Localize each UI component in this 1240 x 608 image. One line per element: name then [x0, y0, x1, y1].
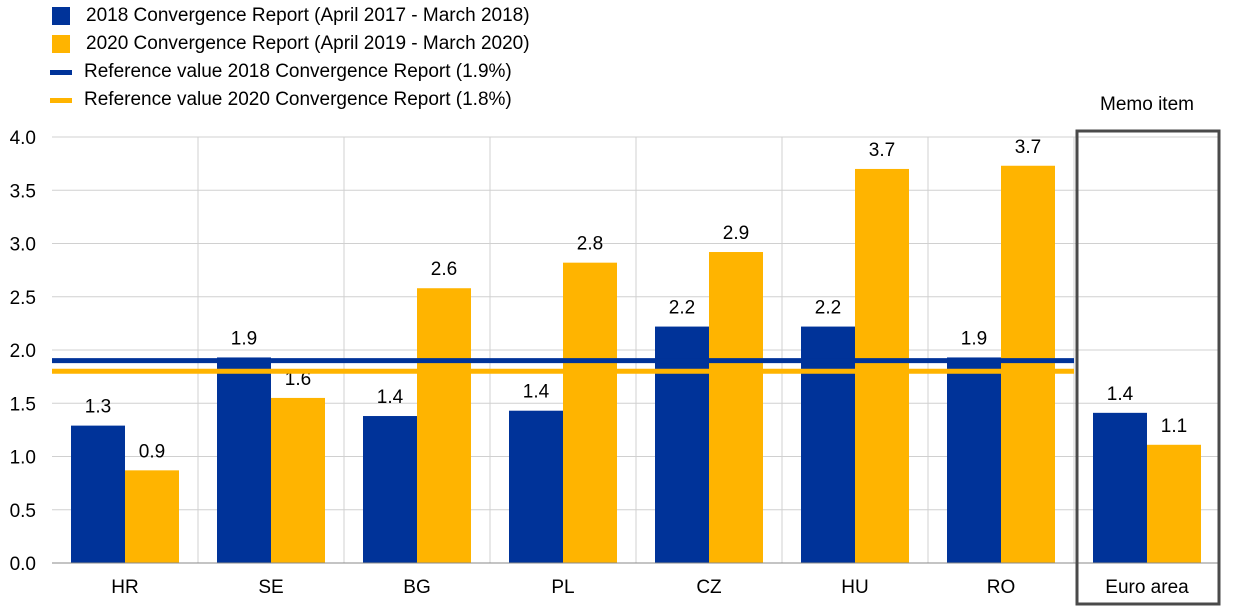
data-label: 1.4	[1107, 384, 1134, 405]
x-tick-label: SE	[258, 577, 283, 598]
legend-label: Reference value 2020 Convergence Report …	[84, 89, 512, 110]
data-label: 1.6	[285, 369, 311, 390]
data-label: 0.9	[139, 441, 165, 462]
x-tick-label: CZ	[696, 577, 722, 598]
bar	[271, 397, 325, 563]
data-label: 1.9	[961, 328, 987, 349]
bar	[1001, 165, 1055, 563]
data-label: 1.1	[1161, 416, 1187, 437]
x-tick-label: HR	[111, 577, 138, 598]
data-label: 2.8	[577, 234, 603, 255]
x-tick-label: Euro area	[1105, 577, 1189, 598]
bar	[417, 288, 471, 563]
data-label: 3.7	[1015, 137, 1041, 158]
data-label: 2.2	[815, 298, 841, 319]
legend-item: 2020 Convergence Report (April 2019 - Ma…	[52, 30, 530, 58]
bar	[655, 326, 709, 563]
bar	[947, 357, 1001, 563]
legend-item: 2018 Convergence Report (April 2017 - Ma…	[52, 2, 530, 30]
bar	[709, 252, 763, 563]
y-tick-label: 3.5	[10, 181, 36, 202]
legend-item: Reference value 2018 Convergence Report …	[50, 58, 530, 86]
data-label: 1.3	[85, 397, 111, 418]
y-tick-label: 1.0	[10, 448, 36, 469]
data-label: 2.9	[723, 223, 749, 244]
bar	[363, 416, 417, 563]
memo-box	[1075, 129, 1221, 606]
legend-label: Reference value 2018 Convergence Report …	[84, 61, 512, 82]
y-tick-label: 1.5	[10, 394, 36, 415]
bar	[217, 357, 271, 563]
y-tick-label: 2.0	[10, 341, 36, 362]
legend-line-swatch	[50, 69, 72, 75]
bar	[563, 262, 617, 563]
data-label: 3.7	[869, 140, 895, 161]
y-tick-label: 2.5	[10, 288, 36, 309]
y-tick-label: 4.0	[10, 128, 36, 149]
bar	[1093, 412, 1147, 563]
bar	[855, 168, 909, 563]
legend-item: Reference value 2020 Convergence Report …	[50, 86, 530, 114]
bar	[125, 470, 179, 563]
x-tick-label: PL	[551, 577, 574, 598]
legend-label: 2020 Convergence Report (April 2019 - Ma…	[86, 33, 530, 54]
data-label: 2.2	[669, 298, 695, 319]
data-label: 1.9	[231, 328, 257, 349]
x-tick-label: BG	[403, 577, 430, 598]
legend-line-swatch	[50, 97, 72, 103]
data-label: 1.4	[523, 382, 550, 403]
bar	[71, 425, 125, 563]
legend-label: 2018 Convergence Report (April 2017 - Ma…	[86, 5, 530, 26]
y-tick-label: 0.5	[10, 501, 36, 522]
x-tick-label: HU	[841, 577, 868, 598]
memo-item-label: Memo item	[1100, 94, 1194, 115]
y-tick-label: 0.0	[10, 554, 36, 575]
legend-bar-swatch	[52, 7, 70, 25]
data-label: 2.6	[431, 259, 457, 280]
chart-legend: 2018 Convergence Report (April 2017 - Ma…	[50, 2, 530, 114]
legend-bar-swatch	[52, 35, 70, 53]
bar	[801, 326, 855, 563]
y-tick-label: 3.0	[10, 235, 36, 256]
data-label: 1.4	[377, 387, 404, 408]
x-tick-label: RO	[987, 577, 1016, 598]
bar	[1147, 444, 1201, 563]
bar	[509, 410, 563, 563]
